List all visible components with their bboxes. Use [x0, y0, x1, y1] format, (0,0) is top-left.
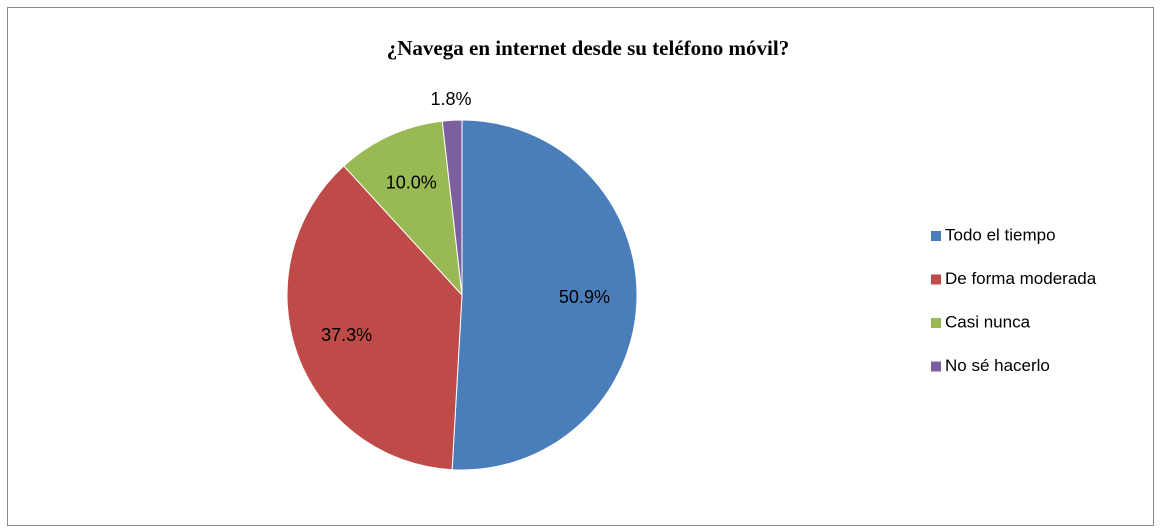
- pie-slice: [441, 119, 463, 296]
- data-label: 50.9%: [559, 287, 610, 307]
- legend-label: Casi nunca: [945, 312, 1031, 331]
- data-label: 1.8%: [430, 89, 471, 109]
- chart-title: ¿Navega en internet desde su teléfono mó…: [387, 36, 789, 60]
- legend-label: De forma moderada: [945, 269, 1097, 288]
- legend-marker: [931, 231, 941, 241]
- legend-label: No sé hacerlo: [945, 356, 1050, 375]
- pie-slice: [451, 119, 638, 471]
- data-label: 10.0%: [386, 172, 437, 192]
- legend-label: Todo el tiempo: [945, 225, 1056, 244]
- legend-marker: [931, 318, 941, 328]
- pie-slice: [286, 165, 463, 471]
- legend-marker: [931, 361, 941, 372]
- legend-marker: [931, 274, 941, 285]
- pie-slice: [343, 120, 463, 297]
- data-label: 37.3%: [321, 325, 372, 345]
